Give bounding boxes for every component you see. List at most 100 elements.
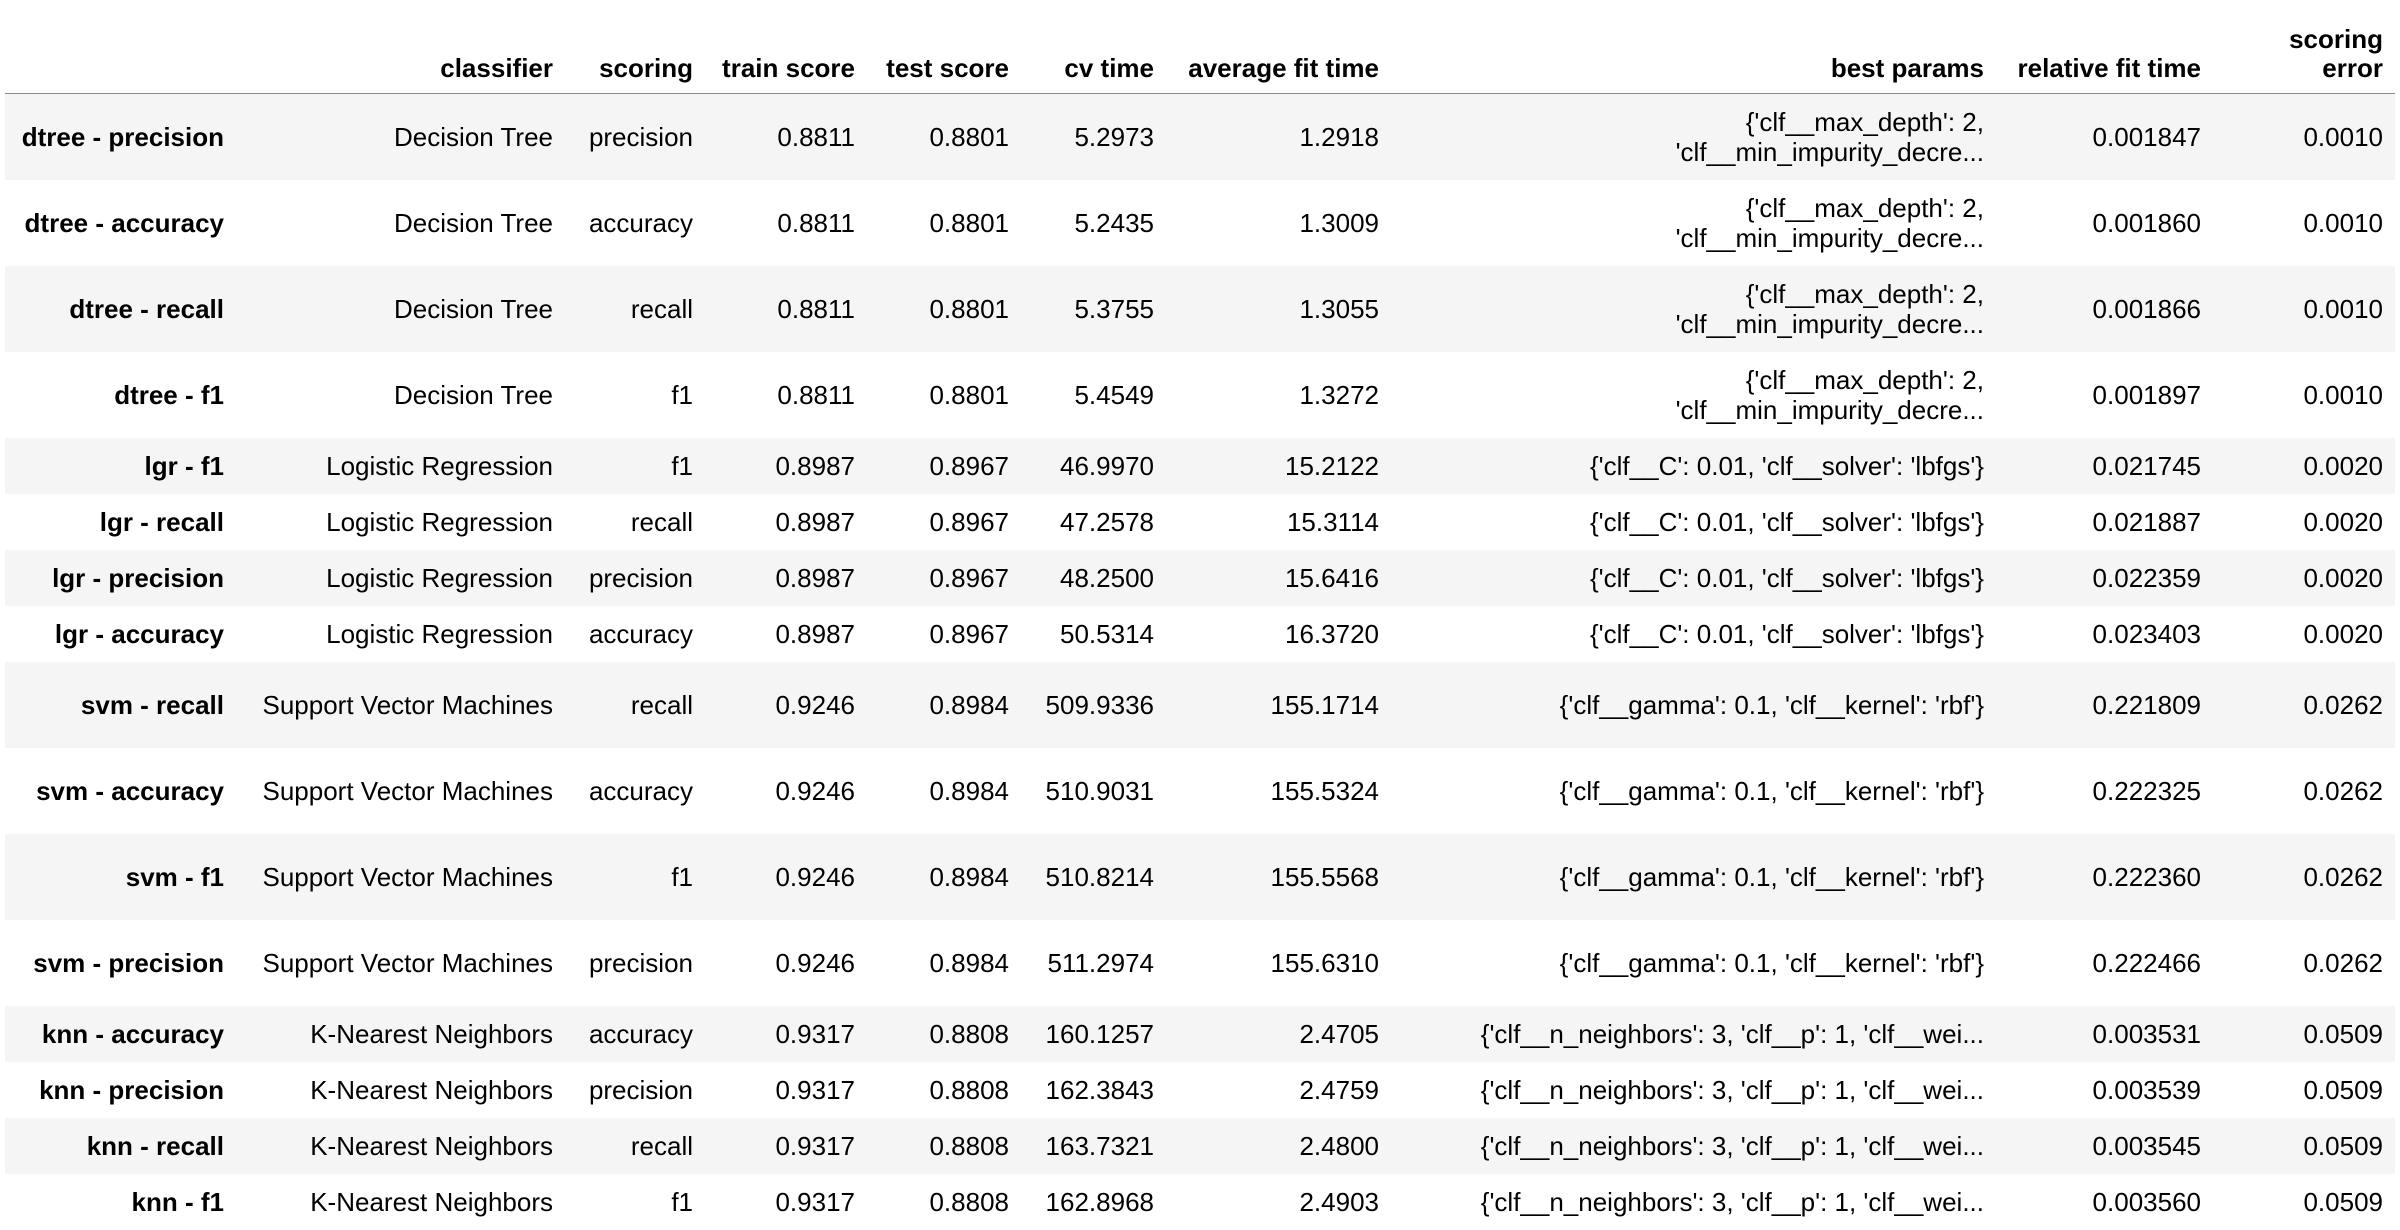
best-params-cell: {'clf__n_neighbors': 3, 'clf__p': 1, 'cl… <box>1391 1174 1996 1230</box>
row-index-label: lgr - f1 <box>144 450 224 481</box>
best-params-cell: {'clf__C': 0.01, 'clf__solver': 'lbfgs'} <box>1391 550 1996 606</box>
relative-fit-time-cell: 0.221809 <box>2092 689 2201 720</box>
relative-fit-time-cell: 0.001847 <box>2092 121 2201 152</box>
table-row: svm - accuracy Support Vector Machines acc… <box>5 747 2395 834</box>
scoring-cell: precision <box>588 121 693 152</box>
best-params-cell: {'clf__max_depth': 2,'clf__min_impurity_… <box>1391 94 1996 180</box>
test-score-cell: 0.8984 <box>929 775 1009 806</box>
cv-time-cell: 5.2973 <box>1074 121 1154 152</box>
scoring-cell: precision <box>588 947 693 978</box>
cv-time-cell: 162.8968 <box>1045 1186 1154 1217</box>
best-params-line-1: {'clf__max_depth': 2, <box>1745 192 1984 223</box>
relative-fit-time-cell: 0.001866 <box>2092 293 2201 324</box>
test-score-cell: 0.8801 <box>929 207 1009 238</box>
best-params-line-2: 'clf__min_impurity_decre... <box>1675 222 1984 253</box>
scoring-error-cell: 0.0010 <box>2303 379 2383 410</box>
row-index-label: lgr - accuracy <box>54 618 224 649</box>
average-fit-time-cell: 155.5568 <box>1270 861 1379 892</box>
classifier-cell: Decision Tree <box>394 379 553 410</box>
relative-fit-time-cell: 0.222466 <box>2092 947 2201 978</box>
classifier-cell: K-Nearest Neighbors <box>310 1018 553 1049</box>
best-params-line-1: {'clf__max_depth': 2, <box>1745 364 1984 395</box>
table-row: lgr - precision Logistic Regression precis… <box>5 549 2395 606</box>
best-params-cell: {'clf__n_neighbors': 3, 'clf__p': 1, 'cl… <box>1391 1062 1996 1118</box>
test-score-cell: 0.8808 <box>929 1074 1009 1105</box>
relative-fit-time-cell: 0.003560 <box>2092 1186 2201 1217</box>
classifier-cell: Logistic Regression <box>326 562 553 593</box>
row-index-label: lgr - recall <box>99 506 224 537</box>
table-row: svm - precision Support Vector Machines pr… <box>5 919 2395 1006</box>
scoring-error-cell: 0.0020 <box>2303 450 2383 481</box>
relative-fit-time-cell: 0.003539 <box>2092 1074 2201 1105</box>
cv-time-cell: 46.9970 <box>1060 450 1154 481</box>
classifier-cell: K-Nearest Neighbors <box>310 1186 553 1217</box>
classifier-cell: K-Nearest Neighbors <box>310 1074 553 1105</box>
best-params-cell: {'clf__C': 0.01, 'clf__solver': 'lbfgs'} <box>1391 606 1996 662</box>
best-params-line-1: {'clf__gamma': 0.1, 'clf__kernel': 'rbf'… <box>1559 689 1984 720</box>
table-row: lgr - accuracy Logistic Regression accurac… <box>5 605 2395 662</box>
header-scoring: scoring <box>565 0 705 94</box>
best-params-line-1: {'clf__gamma': 0.1, 'clf__kernel': 'rbf'… <box>1559 947 1984 978</box>
average-fit-time-cell: 2.4705 <box>1299 1018 1379 1049</box>
row-index-label: dtree - recall <box>69 293 224 324</box>
scoring-error-cell: 0.0509 <box>2303 1018 2383 1049</box>
train-score-cell: 0.9317 <box>775 1074 855 1105</box>
average-fit-time-cell: 15.6416 <box>1285 562 1379 593</box>
best-params-cell: {'clf__gamma': 0.1, 'clf__kernel': 'rbf'… <box>1391 662 1996 748</box>
cv-time-cell: 160.1257 <box>1045 1018 1154 1049</box>
best-params-line-1: {'clf__C': 0.01, 'clf__solver': 'lbfgs'} <box>1590 506 1984 537</box>
train-score-cell: 0.8987 <box>775 618 855 649</box>
table-row: svm - f1 Support Vector Machines f1 0.9246 0… <box>5 833 2395 920</box>
results-table: classifier scoring train score test scor… <box>5 0 2395 1230</box>
best-params-cell: {'clf__n_neighbors': 3, 'clf__p': 1, 'cl… <box>1391 1006 1996 1062</box>
average-fit-time-cell: 2.4759 <box>1299 1074 1379 1105</box>
best-params-cell: {'clf__max_depth': 2,'clf__min_impurity_… <box>1391 352 1996 438</box>
header-cv-time: cv time <box>1021 0 1166 94</box>
best-params-line-1: {'clf__max_depth': 2, <box>1745 278 1984 309</box>
table-row: dtree - f1 Decision Tree f1 0.8811 0.8801 5.4… <box>5 351 2395 438</box>
best-params-cell: {'clf__gamma': 0.1, 'clf__kernel': 'rbf'… <box>1391 920 1996 1006</box>
row-index-label: knn - f1 <box>131 1186 224 1217</box>
classifier-cell: K-Nearest Neighbors <box>310 1130 553 1161</box>
best-params-line-1: {'clf__C': 0.01, 'clf__solver': 'lbfgs'} <box>1590 450 1984 481</box>
row-index-label: dtree - precision <box>21 121 224 152</box>
scoring-cell: accuracy <box>588 1018 693 1049</box>
cv-time-cell: 47.2578 <box>1060 506 1154 537</box>
header-best-params: best params <box>1391 0 1996 94</box>
average-fit-time-cell: 15.3114 <box>1286 506 1379 537</box>
header-average-fit-time: average fit time <box>1166 0 1391 94</box>
best-params-line-2: 'clf__min_impurity_decre... <box>1675 136 1984 167</box>
best-params-line-1: {'clf__n_neighbors': 3, 'clf__p': 1, 'cl… <box>1480 1018 1984 1049</box>
scoring-cell: precision <box>588 562 693 593</box>
header-relative-fit-time: relative fit time <box>1996 0 2213 94</box>
test-score-cell: 0.8967 <box>929 618 1009 649</box>
average-fit-time-cell: 155.6310 <box>1270 947 1379 978</box>
average-fit-time-cell: 155.5324 <box>1270 775 1379 806</box>
train-score-cell: 0.8987 <box>775 506 855 537</box>
scoring-error-cell: 0.0262 <box>2303 775 2383 806</box>
row-index-label: svm - accuracy <box>36 775 224 806</box>
table-row: knn - f1 K-Nearest Neighbors f1 0.9317 0.880… <box>5 1173 2395 1230</box>
classifier-cell: Support Vector Machines <box>262 947 554 978</box>
best-params-cell: {'clf__max_depth': 2,'clf__min_impurity_… <box>1391 180 1996 266</box>
table-row: dtree - accuracy Decision Tree accuracy 0.8… <box>5 179 2395 266</box>
scoring-error-cell: 0.0010 <box>2303 293 2383 324</box>
average-fit-time-cell: 155.1714 <box>1270 689 1379 720</box>
average-fit-time-cell: 2.4800 <box>1299 1130 1379 1161</box>
best-params-line-1: {'clf__gamma': 0.1, 'clf__kernel': 'rbf'… <box>1559 861 1984 892</box>
scoring-error-cell: 0.0020 <box>2303 562 2383 593</box>
classifier-cell: Support Vector Machines <box>262 861 554 892</box>
relative-fit-time-cell: 0.023403 <box>2092 618 2201 649</box>
classifier-cell: Decision Tree <box>394 293 553 324</box>
scoring-cell: accuracy <box>588 207 693 238</box>
table-body: dtree - precision Decision Tree precision 0… <box>5 93 2395 1230</box>
train-score-cell: 0.9246 <box>775 947 855 978</box>
row-index-label: knn - precision <box>39 1074 224 1105</box>
scoring-cell: accuracy <box>588 618 693 649</box>
train-score-cell: 0.9246 <box>775 861 855 892</box>
table-row: lgr - recall Logistic Regression recall 0.8… <box>5 493 2395 550</box>
test-score-cell: 0.8984 <box>929 947 1009 978</box>
table-row: dtree - precision Decision Tree precision 0… <box>5 93 2395 180</box>
table-row: lgr - f1 Logistic Regression f1 0.8987 0.896… <box>5 437 2395 494</box>
train-score-cell: 0.8811 <box>777 121 855 152</box>
